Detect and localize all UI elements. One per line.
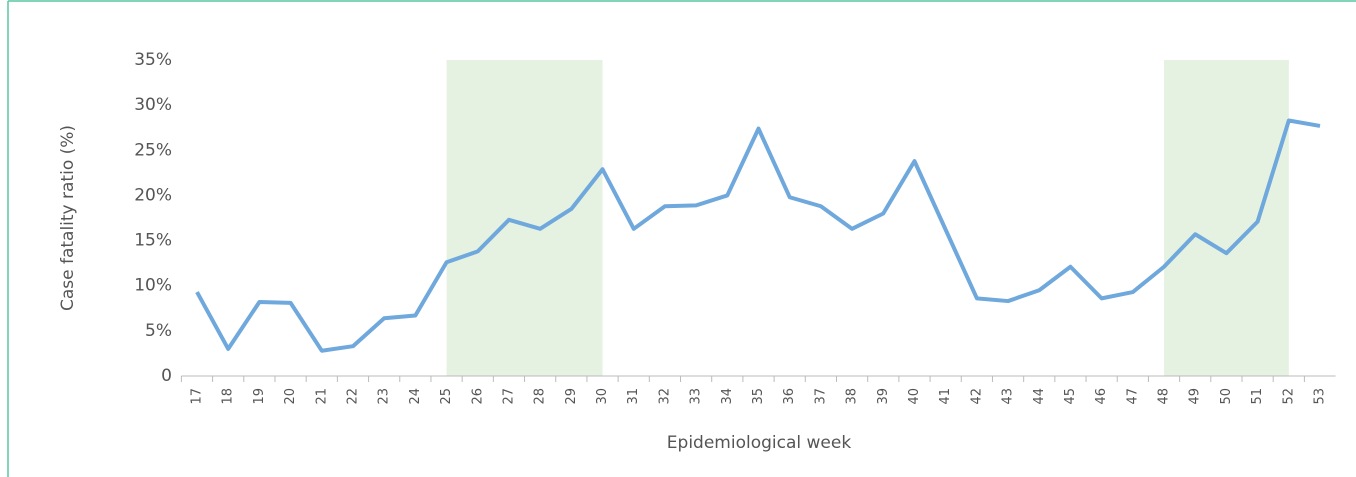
shaded-range [1164,60,1289,376]
x-tick-label: 25 [439,388,454,405]
x-tick-label: 34 [720,388,735,405]
y-tick-label: 25% [134,140,172,160]
x-tick-label: 27 [501,388,516,405]
x-tick-label: 31 [626,388,641,405]
y-tick-label: 0 [161,366,172,386]
y-tick-label: 5% [145,321,172,341]
x-tick-label: 48 [1157,388,1172,405]
x-tick-label: 29 [564,388,579,405]
x-tick-label: 51 [1250,388,1265,405]
x-tick-label: 30 [595,388,610,405]
x-tick-label: 50 [1219,388,1234,405]
x-tick-label: 46 [1094,388,1109,405]
x-tick-label: 45 [1063,388,1078,405]
shaded-range [446,60,603,376]
x-tick-label: 19 [252,388,267,405]
x-tick-label: 40 [907,388,922,405]
y-tick-label: 20% [134,185,172,205]
x-tick-label: 17 [190,388,205,405]
x-tick-label: 49 [1188,388,1203,405]
y-tick-label: 10% [134,276,172,296]
y-tick-label: 30% [134,95,172,115]
y-axis-title: Case fatality ratio (%) [58,125,78,311]
x-tick-label: 53 [1313,388,1328,405]
x-tick-label: 18 [221,388,236,405]
x-tick-label: 26 [470,388,485,405]
x-tick-label: 38 [845,388,860,405]
x-tick-label: 41 [938,388,953,405]
x-tick-label: 24 [408,388,423,405]
y-tick-label: 35% [134,50,172,70]
x-axis-title: Epidemiological week [667,433,852,453]
x-tick-label: 42 [969,388,984,405]
x-tick-label: 47 [1125,388,1140,405]
x-tick-label: 52 [1281,388,1296,405]
x-tick-label: 39 [876,388,891,405]
data-line [195,118,1321,353]
x-tick-label: 36 [782,388,797,405]
x-tick-label: 33 [689,388,704,405]
x-tick-label: 43 [1001,388,1016,405]
x-tick-label: 44 [1032,388,1047,405]
x-tick-label: 28 [533,388,548,405]
x-tick-label: 37 [813,388,828,405]
x-tick-label: 21 [314,388,329,405]
y-tick-label: 15% [134,231,172,251]
x-tick-label: 35 [751,388,766,405]
x-tick-label: 23 [377,388,392,405]
x-tick-label: 32 [657,388,672,405]
x-tick-label: 22 [345,388,360,405]
x-tick-label: 20 [283,388,298,405]
